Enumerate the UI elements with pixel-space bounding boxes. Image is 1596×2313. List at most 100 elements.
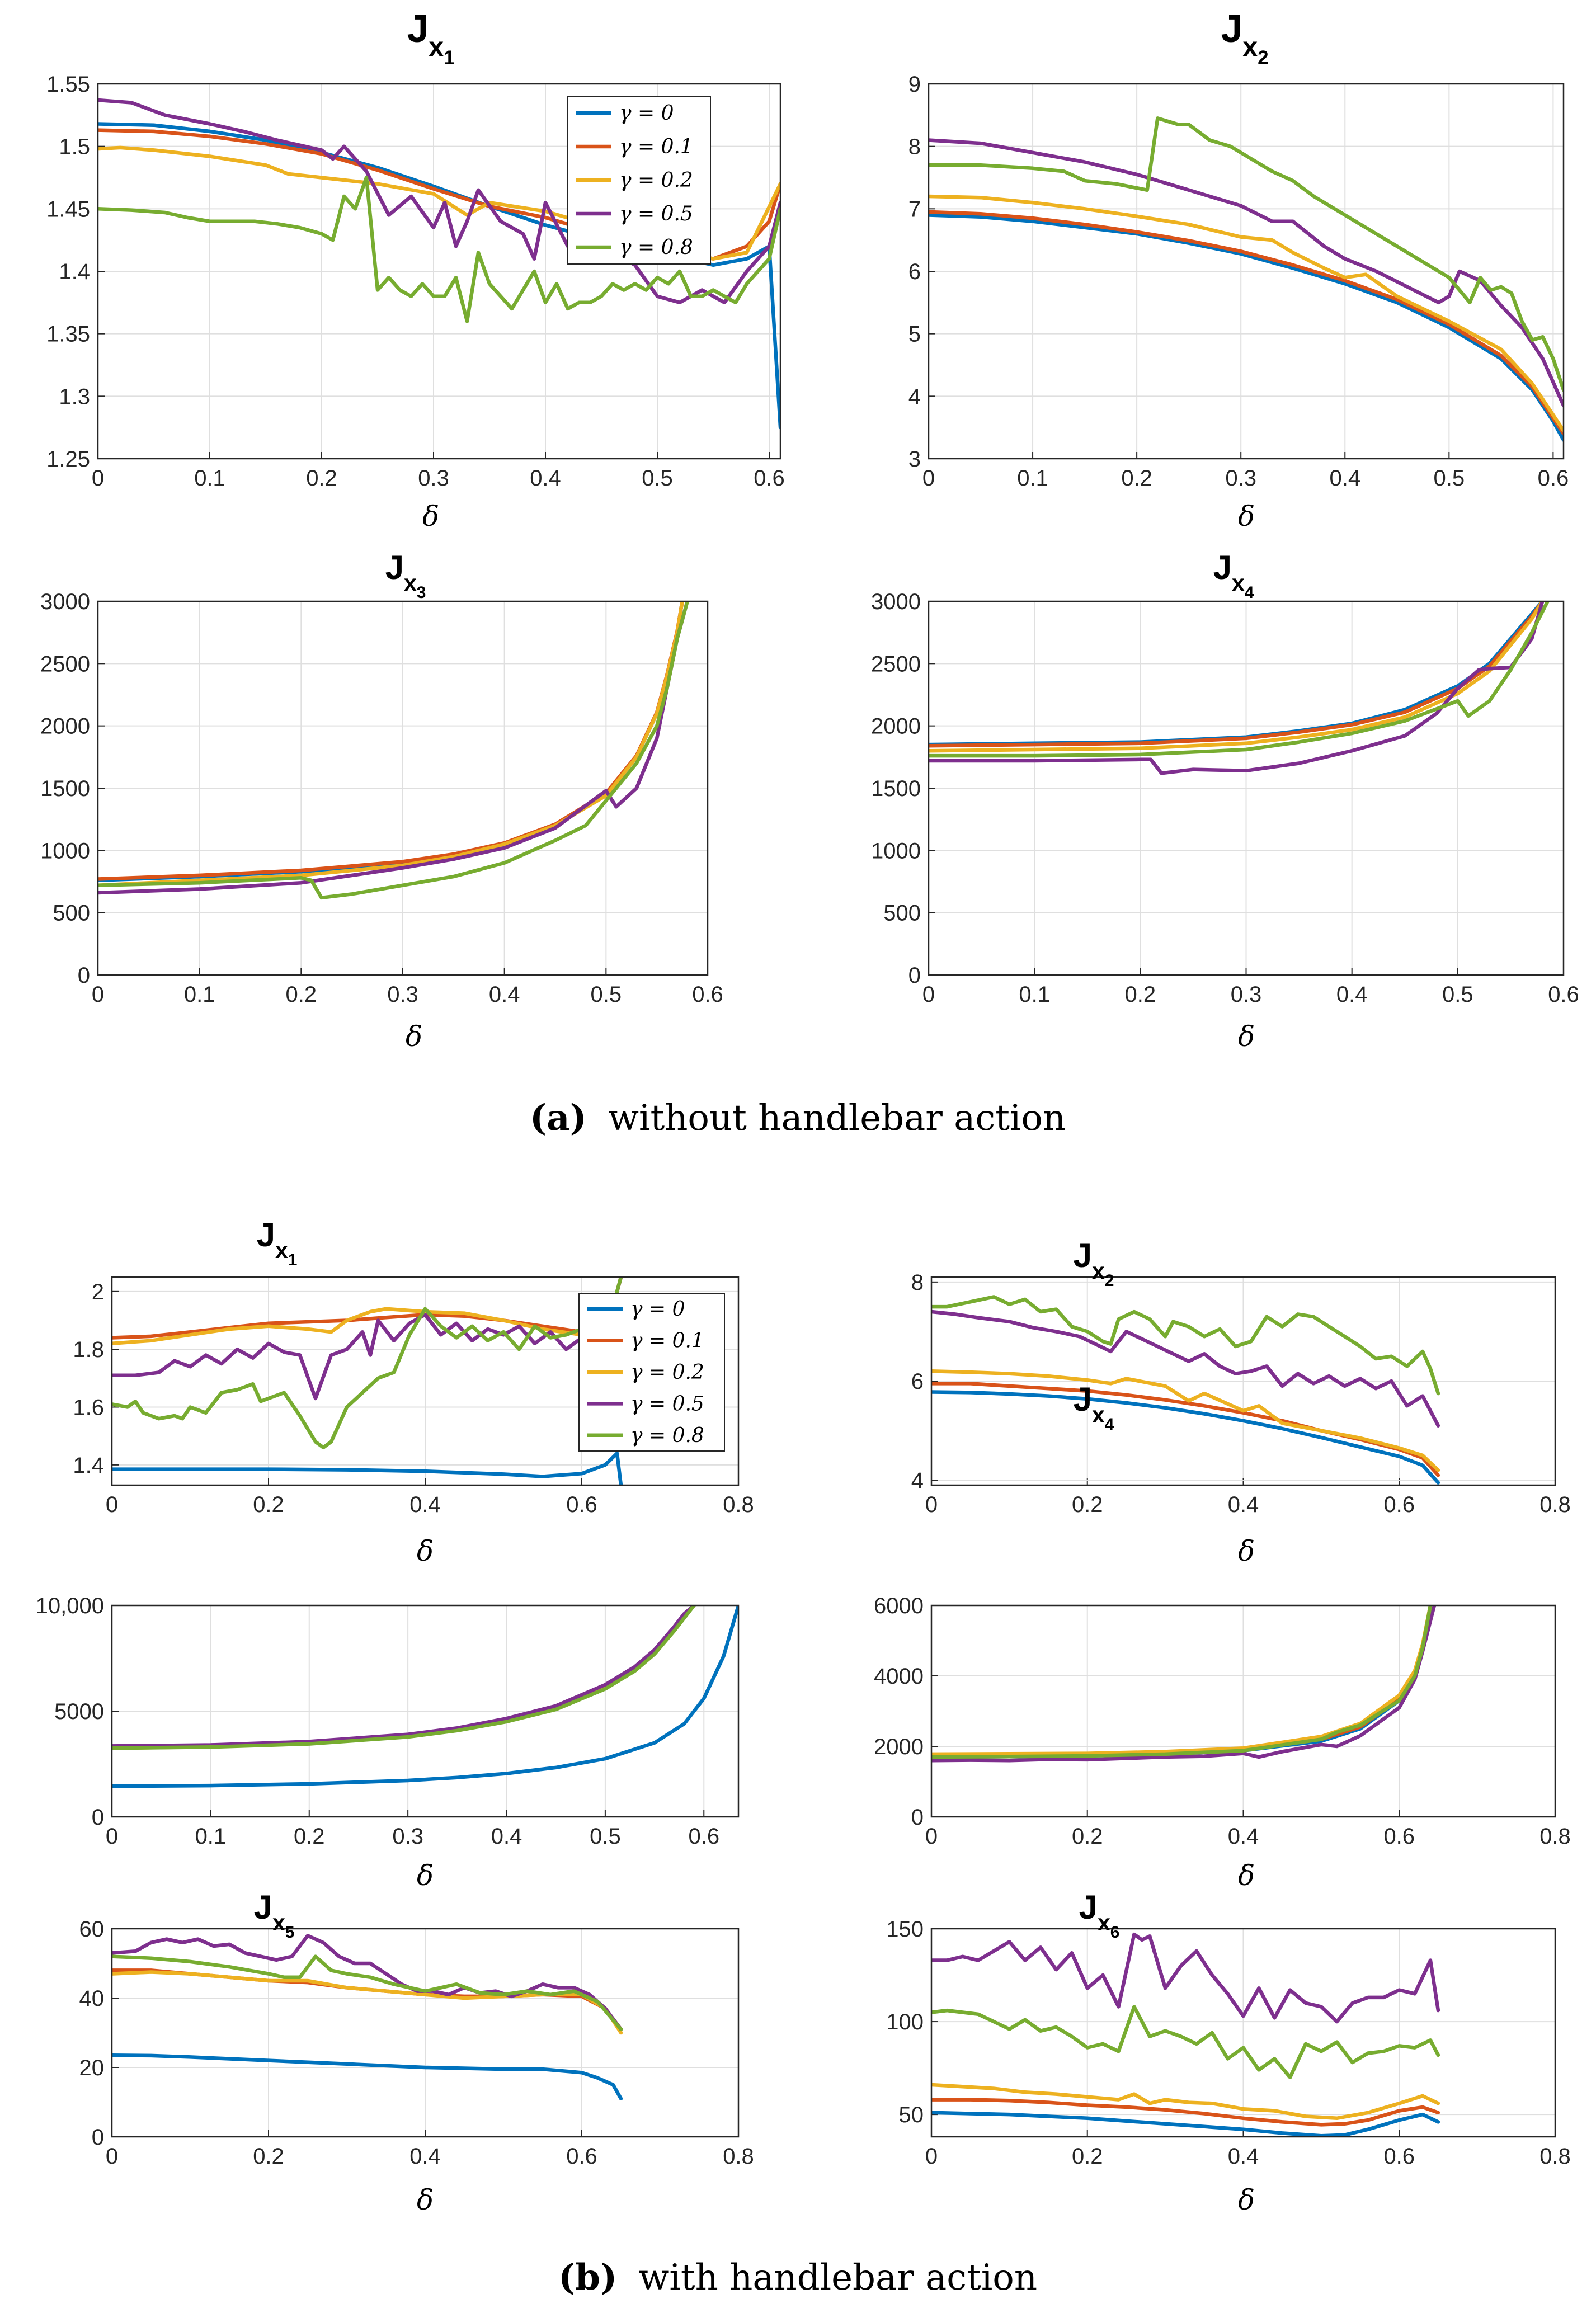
panel-title-main: J	[254, 1888, 272, 1926]
x-tick-label: 0.1	[184, 982, 215, 1007]
x-tick-label: 0.6	[566, 2144, 597, 2169]
panel-title-main: J	[257, 1216, 275, 1254]
panel-title-b3: Jx4	[1074, 1381, 1114, 1434]
y-tick-label: 1.4	[59, 260, 90, 284]
series-line-b2-4	[931, 1295, 1440, 1396]
x-tick-label: 0.6	[692, 982, 723, 1007]
x-tick-label: 0.3	[418, 466, 449, 491]
legend-entry: γ = 0.2	[630, 1361, 704, 1384]
panel-title-subindex: 4	[1245, 583, 1254, 602]
series-line-a2-1	[929, 210, 1564, 436]
x-tick-label: 0	[925, 2144, 938, 2169]
axes-frame-a3	[97, 600, 709, 976]
y-tick-label: 0	[92, 1805, 104, 1830]
series-line-a2-0	[929, 213, 1564, 442]
series-line-b6-3	[931, 1932, 1440, 2024]
axes-frame-b4	[930, 1604, 1556, 1818]
y-tick-label: 1.25	[46, 447, 90, 472]
caption-a-label: (a)	[530, 1097, 587, 1139]
x-tick-label: 0	[922, 466, 935, 491]
series-line-b5-0	[112, 2053, 623, 2101]
y-tick-label: 3000	[40, 590, 90, 614]
series-line-b1-1	[112, 1277, 623, 1340]
panel-title-subindex: 2	[1105, 1271, 1114, 1290]
panel-b6: 0 0.2 0.4 0.6 0.8 50 100 150 δ Jx6	[886, 1888, 1571, 2216]
x-axis-label: δ	[417, 1859, 434, 1892]
x-tick-label: 0.4	[409, 1492, 441, 1517]
axes-frame-a2	[928, 83, 1565, 460]
x-tick-label: 0.4	[1329, 466, 1360, 491]
y-tick-label: 9	[908, 72, 921, 97]
caption-b-label: (b)	[558, 2257, 617, 2298]
y-tick-label: 6	[908, 260, 921, 284]
series-group-a4	[929, 601, 1550, 775]
x-tick-label: 0.2	[253, 1492, 284, 1517]
x-tick-label: 0.2	[1125, 982, 1156, 1007]
legend-entry: γ = 0.5	[619, 202, 693, 225]
panel-title-main: J	[1074, 1237, 1092, 1274]
x-tick-label: 0	[106, 1492, 118, 1517]
y-tick-label: 1.5	[59, 135, 90, 159]
axes-frame-b6	[930, 1928, 1556, 2138]
x-axis-label: δ	[406, 1020, 422, 1053]
y-tick-label: 50	[899, 2103, 924, 2127]
axes-frame-a4	[928, 600, 1565, 976]
panel-a4: 0 0.1 0.2 0.3 0.4 0.5 0.6 0 500 1000 1500 2000 2500 3…	[871, 549, 1579, 1053]
y-tick-label: 1.4	[73, 1453, 104, 1478]
series-group-b5	[112, 1934, 623, 2101]
x-tick-label: 0.3	[1225, 466, 1256, 491]
x-tick-label: 0.2	[306, 466, 337, 491]
panel-title-sub: x	[1232, 570, 1245, 596]
y-tick-label: 4000	[874, 1664, 924, 1689]
x-tick-label: 0.8	[1539, 1492, 1571, 1517]
x-tick-label: 0.6	[1383, 2144, 1415, 2169]
panel-title-b6: Jx6	[1079, 1888, 1120, 1942]
panel-title-main: J	[1213, 549, 1232, 586]
panel-title-subindex: 3	[417, 583, 426, 602]
y-tick-label: 100	[886, 2010, 924, 2034]
x-tick-label: 0.8	[723, 2144, 754, 2169]
panel-title-a2: Jx2	[1221, 7, 1268, 69]
y-tick-label: 150	[886, 1917, 924, 1942]
legend-b1: γ = 0 γ = 0.1 γ = 0.2 γ = 0.5 γ = 0.8	[578, 1293, 725, 1452]
y-tick-label: 6000	[874, 1594, 924, 1618]
y-tick-label: 1.35	[46, 322, 90, 347]
panel-title-subindex: 2	[1258, 47, 1268, 69]
y-tick-label: 8	[908, 135, 921, 159]
series-line-a2-2	[929, 194, 1564, 433]
x-tick-label: 0.2	[1072, 1824, 1103, 1849]
x-tick-label: 0	[922, 982, 935, 1007]
y-tick-label: 4	[911, 1468, 924, 1493]
series-group-b1	[112, 1277, 623, 1485]
panel-title-b2: Jx2	[1074, 1237, 1114, 1290]
panel-title-main: J	[407, 7, 429, 50]
y-tick-label: 0	[78, 963, 90, 988]
panel-title-main: J	[385, 549, 404, 586]
y-tick-label: 4	[908, 384, 921, 409]
series-line-a1-3	[98, 98, 780, 305]
x-tick-label: 0.5	[591, 982, 622, 1007]
series-line-b1-4	[112, 1277, 623, 1450]
x-tick-label: 0.4	[409, 2144, 441, 2169]
x-tick-label: 0	[92, 982, 104, 1007]
series-line-b3-0	[112, 1605, 738, 1788]
x-tick-label: 0.4	[1228, 1492, 1259, 1517]
x-tick-label: 0.6	[1383, 1824, 1415, 1849]
x-tick-label: 0	[92, 466, 104, 491]
y-tick-label: 2000	[40, 714, 90, 739]
y-tick-label: 0	[92, 2125, 104, 2150]
caption-a-text: without handlebar action	[608, 1097, 1066, 1139]
series-line-a2-4	[929, 116, 1564, 392]
panel-title-sub: x	[272, 1910, 285, 1935]
x-tick-label: 0.2	[294, 1824, 325, 1849]
x-tick-label: 0.8	[723, 1492, 754, 1517]
x-tick-label: 0.3	[392, 1824, 423, 1849]
panel-title-sub: x	[1092, 1258, 1105, 1284]
y-tick-label: 1.45	[46, 197, 90, 222]
legends-group: γ = 0γ = 0.1γ = 0.2γ = 0.5γ = 0.8γ = 0γ …	[567, 96, 725, 1452]
panel-title-sub: x	[1242, 32, 1258, 62]
y-tick-label: 1.8	[73, 1337, 104, 1362]
y-tick-label: 2000	[871, 714, 921, 739]
